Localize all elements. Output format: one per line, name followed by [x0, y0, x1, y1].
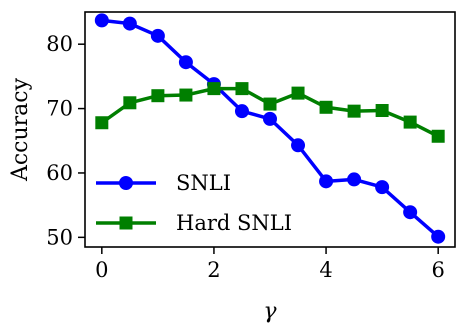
plot-frame: [84, 11, 456, 248]
series-layer: [94, 13, 446, 244]
legend-label: Hard SNLI: [176, 211, 292, 235]
data-point-snli: [347, 172, 362, 187]
legend-item-hard-snli: Hard SNLI: [96, 211, 292, 235]
y-tick-label: 70: [46, 97, 73, 121]
data-point-snli: [319, 174, 334, 189]
y-axis-ticks: 50 60 70 80: [46, 32, 85, 249]
data-point-hard-snli: [179, 88, 193, 102]
data-point-hard-snli: [263, 97, 277, 111]
x-axis-label: γ: [263, 299, 277, 324]
data-point-hard-snli: [151, 89, 165, 103]
x-tick-label: 2: [207, 258, 220, 282]
data-point-snli: [178, 55, 193, 70]
data-point-snli: [150, 28, 165, 43]
legend-label: SNLI: [176, 171, 231, 195]
data-point-snli: [263, 111, 277, 126]
data-point-hard-snli: [235, 82, 249, 96]
legend-marker: [119, 176, 133, 190]
y-tick-label: 80: [46, 32, 73, 56]
data-point-hard-snli: [123, 96, 137, 110]
data-point-hard-snli: [291, 86, 305, 100]
legend-marker: [119, 216, 133, 230]
series-line-snli: [101, 18, 440, 239]
series-hard-snli: [95, 82, 445, 143]
x-tick-label: 0: [95, 258, 108, 282]
data-point-snli: [94, 13, 109, 28]
data-point-snli: [122, 16, 137, 31]
data-point-hard-snli: [207, 82, 221, 96]
data-point-hard-snli: [347, 104, 361, 118]
data-point-snli: [431, 229, 446, 244]
data-point-hard-snli: [95, 116, 109, 130]
data-point-hard-snli: [319, 100, 333, 114]
data-point-hard-snli: [431, 129, 445, 143]
x-tick-label: 6: [431, 258, 444, 282]
x-tick-label: 4: [319, 258, 332, 282]
data-point-snli: [403, 205, 418, 220]
data-point-snli: [375, 180, 390, 195]
series-snli: [94, 13, 446, 244]
legend: SNLI Hard SNLI: [96, 171, 292, 235]
data-point-hard-snli: [375, 104, 389, 118]
y-axis-label: Accuracy: [8, 77, 33, 182]
legend-item-snli: SNLI: [96, 171, 231, 195]
data-point-snli: [234, 104, 249, 119]
data-point-snli: [291, 138, 306, 153]
y-tick-label: 50: [46, 225, 73, 249]
data-point-hard-snli: [403, 115, 417, 129]
x-axis-ticks: 0 2 4 6: [95, 247, 445, 282]
y-tick-label: 60: [46, 161, 73, 185]
